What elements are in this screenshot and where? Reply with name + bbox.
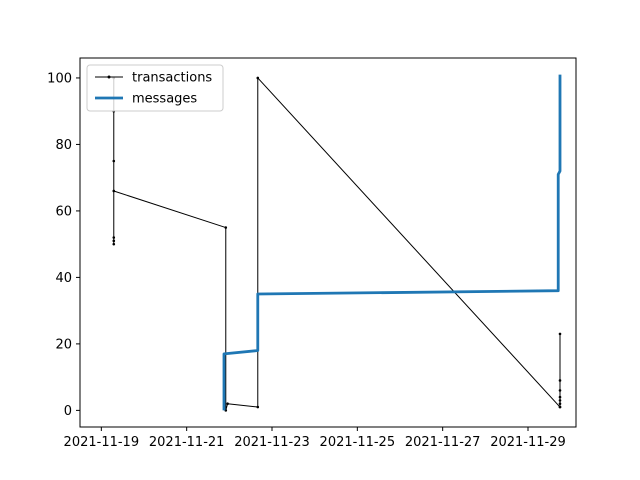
y-tick-label-5: 100 bbox=[47, 71, 72, 86]
y-axis: 0 20 40 60 80 100 bbox=[47, 71, 80, 419]
data-point-transactions-7 bbox=[224, 226, 228, 229]
data-point-transactions-9 bbox=[226, 402, 229, 406]
y-tick-label-4: 80 bbox=[55, 138, 72, 153]
y-tick-label-3: 60 bbox=[55, 204, 72, 219]
y-tick-label-1: 20 bbox=[55, 337, 72, 352]
data-point-transactions-10 bbox=[256, 405, 260, 409]
plot-area bbox=[112, 74, 562, 412]
x-tick-label-5: 2021-11-29 bbox=[490, 435, 566, 450]
data-point-transactions-15 bbox=[558, 389, 562, 392]
data-point-transactions-3 bbox=[112, 236, 116, 239]
data-point-transactions-16 bbox=[558, 395, 562, 399]
x-tick-label-2: 2021-11-23 bbox=[234, 435, 310, 450]
data-point-transactions-4 bbox=[112, 239, 116, 243]
y-tick-label-2: 40 bbox=[55, 271, 72, 286]
data-point-transactions-5 bbox=[112, 242, 116, 246]
data-point-transactions-14 bbox=[558, 379, 562, 382]
data-point-transactions-6 bbox=[112, 189, 116, 193]
data-point-transactions-18 bbox=[558, 402, 562, 406]
data-point-transactions-11 bbox=[256, 76, 260, 80]
legend: transactions messages bbox=[86, 64, 224, 112]
series-layer bbox=[112, 74, 562, 412]
x-tick-label-0: 2021-11-19 bbox=[64, 435, 140, 450]
legend-label-messages: messages bbox=[132, 92, 197, 107]
data-point-transactions-2 bbox=[112, 159, 116, 163]
axes-frame bbox=[79, 57, 577, 428]
legend-marker-transactions bbox=[107, 75, 111, 79]
data-point-transactions-19 bbox=[558, 405, 562, 409]
x-tick-label-1: 2021-11-21 bbox=[149, 435, 225, 450]
x-tick-label-3: 2021-11-25 bbox=[320, 435, 396, 450]
y-tick-label-0: 0 bbox=[64, 404, 72, 419]
data-point-transactions-17 bbox=[558, 399, 562, 402]
x-tick-label-4: 2021-11-27 bbox=[405, 435, 481, 450]
legend-label-transactions: transactions bbox=[132, 71, 212, 86]
series-line-messages bbox=[222, 74, 562, 411]
data-point-transactions-13 bbox=[558, 332, 562, 336]
x-axis: 2021-11-19 2021-11-21 2021-11-23 2021-11-25… bbox=[64, 427, 566, 450]
